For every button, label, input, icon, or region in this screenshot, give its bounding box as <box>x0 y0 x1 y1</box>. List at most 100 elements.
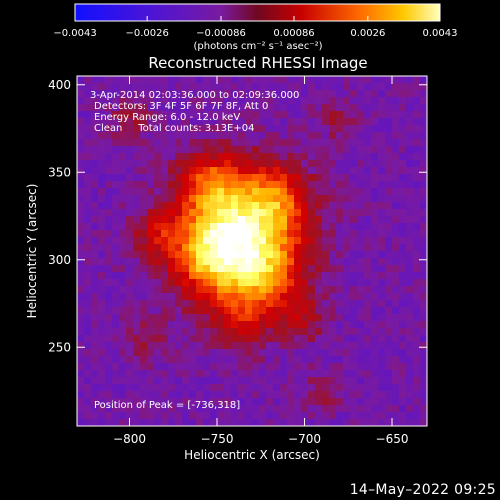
heatmap-cell <box>301 286 309 294</box>
heatmap-cell <box>343 286 351 294</box>
heatmap-cell <box>301 321 309 329</box>
heatmap-cell <box>189 188 197 196</box>
heatmap-cell <box>301 328 309 336</box>
heatmap-cell <box>259 209 267 217</box>
heatmap-cell <box>210 132 218 140</box>
heatmap-cell <box>287 209 295 217</box>
heatmap-cell <box>385 412 393 420</box>
heatmap-cell <box>154 125 162 133</box>
heatmap-cell <box>322 76 330 84</box>
heatmap-cell <box>231 104 239 112</box>
heatmap-cell <box>301 146 309 154</box>
heatmap-cell <box>308 328 316 336</box>
heatmap-cell <box>238 146 246 154</box>
heatmap-cell <box>238 139 246 147</box>
heatmap-cell <box>238 307 246 315</box>
heatmap-cell <box>413 125 421 133</box>
x-axis-label: Heliocentric X (arcsec) <box>184 448 320 462</box>
heatmap-cell <box>280 90 288 98</box>
heatmap-cell <box>154 83 162 91</box>
heatmap-cell <box>266 97 274 105</box>
heatmap-cell <box>210 370 218 378</box>
heatmap-cell <box>168 230 176 238</box>
heatmap-cell <box>350 335 358 343</box>
heatmap-cell <box>392 146 400 154</box>
heatmap-cell <box>308 244 316 252</box>
heatmap-cell <box>245 195 253 203</box>
heatmap-cell <box>84 167 92 175</box>
heatmap-cell <box>98 230 106 238</box>
heatmap-cell <box>329 398 337 406</box>
heatmap-cell <box>238 181 246 189</box>
heatmap-cell <box>196 111 204 119</box>
heatmap-cell <box>259 181 267 189</box>
heatmap-cell <box>371 272 379 280</box>
heatmap-cell <box>105 188 113 196</box>
heatmap-cell <box>336 293 344 301</box>
heatmap-cell <box>140 230 148 238</box>
heatmap-cell <box>77 286 85 294</box>
heatmap-cell <box>385 279 393 287</box>
heatmap-cell <box>224 132 232 140</box>
heatmap-cell <box>231 153 239 161</box>
heatmap-cell <box>147 153 155 161</box>
heatmap-cell <box>385 384 393 392</box>
heatmap-cell <box>203 167 211 175</box>
heatmap-cell <box>245 104 253 112</box>
heatmap-cell <box>224 209 232 217</box>
heatmap-cell <box>420 167 427 175</box>
heatmap-cell <box>217 300 225 308</box>
heatmap-cell <box>245 132 253 140</box>
heatmap-cell <box>364 202 372 210</box>
heatmap-cell <box>399 244 407 252</box>
heatmap-cell <box>126 251 134 259</box>
heatmap-cell <box>336 349 344 357</box>
heatmap-cell <box>210 83 218 91</box>
heatmap-cell <box>91 335 99 343</box>
heatmap-cell <box>168 195 176 203</box>
heatmap-cell <box>84 76 92 84</box>
heatmap-cell <box>119 258 127 266</box>
heatmap-cell <box>371 335 379 343</box>
heatmap-cell <box>161 244 169 252</box>
heatmap-cell <box>371 412 379 420</box>
heatmap-cell <box>329 188 337 196</box>
heatmap-cell <box>294 405 302 413</box>
heatmap-cell <box>133 384 141 392</box>
heatmap-cell <box>357 181 365 189</box>
heatmap-cell <box>385 398 393 406</box>
heatmap-cell <box>147 398 155 406</box>
heatmap-cell <box>322 314 330 322</box>
heatmap-cell <box>385 272 393 280</box>
heatmap-cell <box>98 188 106 196</box>
heatmap-cell <box>119 125 127 133</box>
heatmap-cell <box>329 272 337 280</box>
heatmap-cell <box>203 328 211 336</box>
heatmap-cell <box>203 181 211 189</box>
heatmap-cell <box>140 216 148 224</box>
heatmap-cell <box>399 279 407 287</box>
heatmap-cell <box>287 104 295 112</box>
heatmap-cell <box>343 97 351 105</box>
heatmap-cell <box>182 377 190 385</box>
heatmap-cell <box>189 118 197 126</box>
heatmap-cell <box>112 223 120 231</box>
heatmap-cell <box>126 328 134 336</box>
heatmap-cell <box>273 377 281 385</box>
heatmap-cell <box>252 419 260 426</box>
heatmap-cell <box>252 111 260 119</box>
heatmap-cell <box>98 83 106 91</box>
heatmap-cell <box>385 293 393 301</box>
heatmap-cell <box>105 111 113 119</box>
heatmap-cell <box>84 384 92 392</box>
heatmap-cell <box>329 97 337 105</box>
heatmap-cell <box>133 251 141 259</box>
heatmap-cell <box>175 209 183 217</box>
heatmap-cell <box>245 342 253 350</box>
heatmap-cell <box>413 377 421 385</box>
heatmap-cell <box>336 321 344 329</box>
heatmap-cell <box>413 398 421 406</box>
heatmap-cell <box>84 342 92 350</box>
heatmap-cell <box>84 391 92 399</box>
heatmap-cell <box>140 356 148 364</box>
